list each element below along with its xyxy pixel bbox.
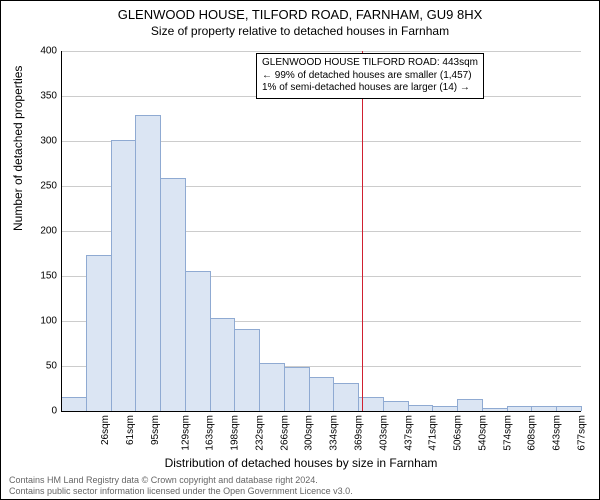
histogram-bar <box>383 401 409 411</box>
footer-line-2: Contains public sector information licen… <box>9 486 353 497</box>
histogram-bar <box>333 383 359 411</box>
y-axis-label: Number of detached properties <box>11 66 25 231</box>
histogram-bar <box>135 115 161 411</box>
histogram-bar <box>111 140 137 411</box>
y-tick-label: 250 <box>27 181 57 192</box>
x-tick-label: 471sqm <box>428 415 439 451</box>
chart-area: GLENWOOD HOUSE TILFORD ROAD: 443sqm← 99%… <box>61 51 581 411</box>
x-axis-line <box>61 411 581 412</box>
histogram-bar <box>160 178 186 411</box>
page-title: GLENWOOD HOUSE, TILFORD ROAD, FARNHAM, G… <box>1 1 599 22</box>
histogram-bar <box>61 397 87 412</box>
y-axis-line <box>61 51 62 411</box>
x-tick-label: 198sqm <box>230 415 241 451</box>
y-tick-label: 400 <box>27 46 57 57</box>
annotation-line: GLENWOOD HOUSE TILFORD ROAD: 443sqm <box>262 57 478 70</box>
x-tick-label: 369sqm <box>354 415 365 451</box>
x-tick-label: 300sqm <box>304 415 315 451</box>
y-tick-label: 150 <box>27 271 57 282</box>
histogram-bar <box>259 363 285 411</box>
annotation-box: GLENWOOD HOUSE TILFORD ROAD: 443sqm← 99%… <box>256 53 484 99</box>
x-tick-label: 677sqm <box>576 415 587 451</box>
y-tick-label: 100 <box>27 316 57 327</box>
x-tick-label: 61sqm <box>125 415 136 445</box>
y-tick-label: 200 <box>27 226 57 237</box>
x-axis-label: Distribution of detached houses by size … <box>1 456 600 470</box>
footer-attribution: Contains HM Land Registry data © Crown c… <box>9 475 353 497</box>
y-tick-label: 300 <box>27 136 57 147</box>
page-subtitle: Size of property relative to detached ho… <box>1 22 599 38</box>
y-tick-label: 350 <box>27 91 57 102</box>
annotation-line: 1% of semi-detached houses are larger (1… <box>262 82 478 95</box>
annotation-line: ← 99% of detached houses are smaller (1,… <box>262 70 478 83</box>
x-tick-label: 129sqm <box>180 415 191 451</box>
x-tick-label: 95sqm <box>150 415 161 445</box>
histogram-bar <box>284 367 310 411</box>
histogram-bar <box>234 329 260 411</box>
x-tick-label: 403sqm <box>378 415 389 451</box>
gridline <box>61 51 581 52</box>
y-tick-label: 0 <box>27 406 57 417</box>
x-tick-label: 540sqm <box>477 415 488 451</box>
histogram-bar <box>457 399 483 411</box>
x-tick-label: 266sqm <box>279 415 290 451</box>
x-tick-label: 232sqm <box>255 415 266 451</box>
histogram-bar <box>309 377 335 411</box>
histogram-bar <box>185 271 211 412</box>
footer-line-1: Contains HM Land Registry data © Crown c… <box>9 475 353 486</box>
x-tick-label: 643sqm <box>552 415 563 451</box>
x-tick-label: 506sqm <box>453 415 464 451</box>
y-tick-label: 50 <box>27 361 57 372</box>
x-tick-label: 163sqm <box>205 415 216 451</box>
x-tick-label: 334sqm <box>329 415 340 451</box>
x-tick-label: 437sqm <box>403 415 414 451</box>
histogram-plot: GLENWOOD HOUSE TILFORD ROAD: 443sqm← 99%… <box>61 51 581 411</box>
histogram-bar <box>86 255 112 411</box>
x-tick-label: 26sqm <box>100 415 111 445</box>
x-tick-label: 608sqm <box>527 415 538 451</box>
histogram-bar <box>210 318 236 411</box>
x-tick-label: 574sqm <box>502 415 513 451</box>
marker-line <box>362 51 363 411</box>
